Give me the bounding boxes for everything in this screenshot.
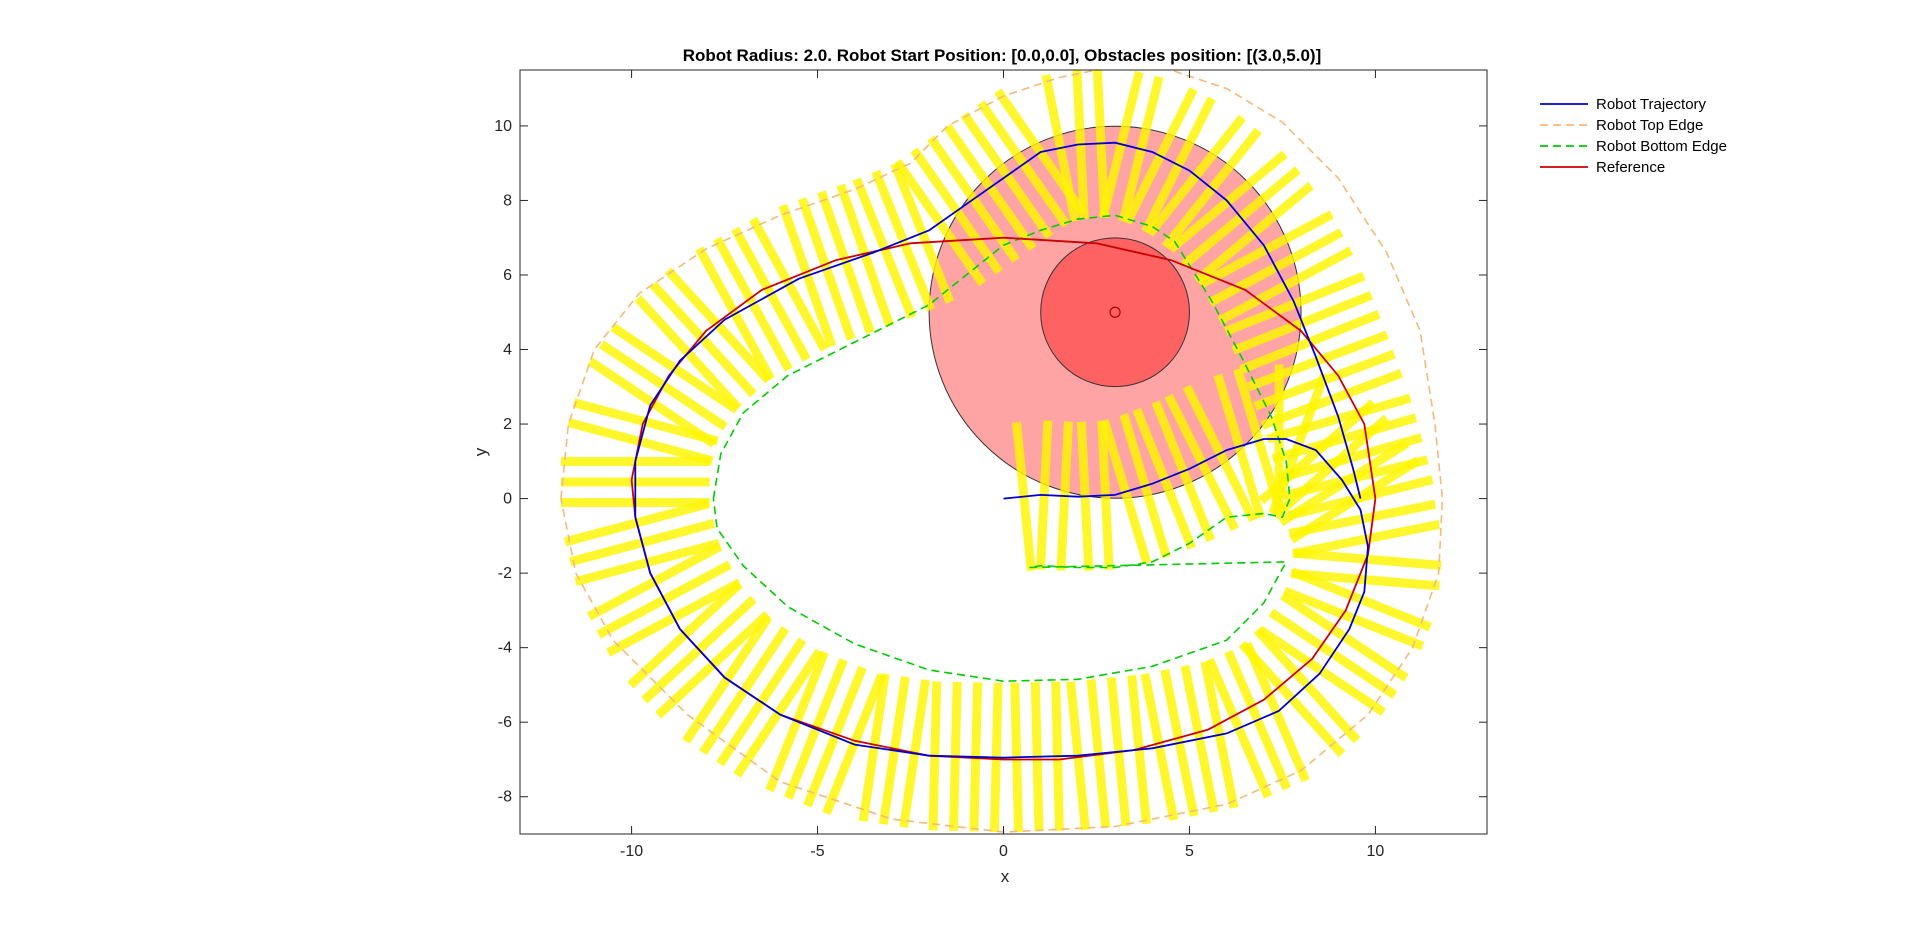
x-tick-label: -5: [810, 843, 824, 860]
x-tick-label: 5: [1185, 843, 1194, 860]
x-tick-label: 0: [999, 843, 1008, 860]
series-line-robot-trajectory: [634, 141, 1369, 759]
y-tick-label: 4: [503, 342, 512, 359]
y-tick-label: 10: [494, 118, 512, 135]
x-tick-label: 10: [1367, 843, 1385, 860]
y-tick-label: -6: [498, 714, 512, 731]
obstacle-core-0: [1040, 237, 1190, 388]
x-axis: -10 -5 0 5 10: [620, 70, 1384, 860]
y-tick-label: -8: [498, 789, 512, 806]
plot-area: [560, 70, 1444, 833]
obstacle-core-layer: [1040, 237, 1190, 388]
legend-label-robot-trajectory: Robot Trajectory: [1596, 96, 1707, 113]
x-tick-label: -10: [620, 843, 643, 860]
legend-label-reference: Reference: [1596, 159, 1665, 176]
y-tick-label: 0: [503, 491, 512, 508]
series-layer: [560, 70, 1444, 833]
series-line-robot-bottom-edge: [712, 214, 1291, 683]
y-tick-label: -2: [498, 565, 512, 582]
y-tick-label: 8: [503, 192, 512, 209]
chart-title: Robot Radius: 2.0. Robot Start Position:…: [683, 46, 1322, 65]
y-tick-label: -4: [498, 640, 512, 657]
x-axis-label: x: [1001, 867, 1010, 886]
y-tick-label: 6: [503, 267, 512, 284]
y-tick-label: 2: [503, 416, 512, 433]
legend-label-robot-top-edge: Robot Top Edge: [1596, 117, 1703, 134]
y-axis-label: y: [471, 447, 490, 456]
legend-label-robot-bottom-edge: Robot Bottom Edge: [1596, 138, 1727, 155]
series-line-robot-top-edge: [560, 70, 1444, 833]
y-axis: -8 -6 -4 -2 0 2 4 6 8 10: [494, 118, 1487, 806]
legend: Robot Trajectory Robot Top Edge Robot Bott…: [1540, 96, 1727, 176]
obstacle-center-marker-0: [1109, 306, 1121, 318]
